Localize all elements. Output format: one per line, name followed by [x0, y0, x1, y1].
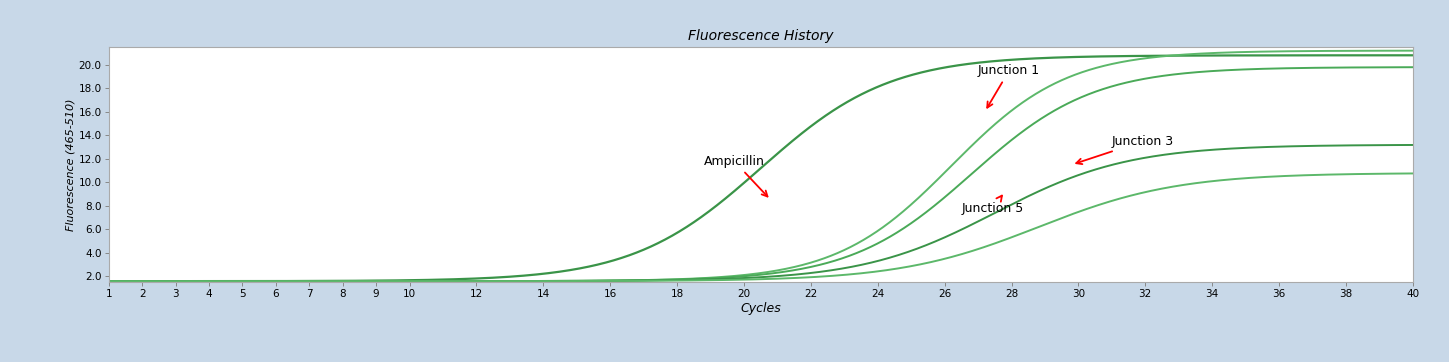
Text: Junction 1: Junction 1: [978, 64, 1040, 108]
Text: Junction 3: Junction 3: [1077, 135, 1174, 164]
X-axis label: Cycles: Cycles: [740, 302, 781, 315]
Y-axis label: Fluorescence (465-510): Fluorescence (465-510): [65, 98, 75, 231]
Text: Junction 5: Junction 5: [961, 195, 1023, 215]
Text: Ampicillin: Ampicillin: [704, 155, 768, 197]
Title: Fluorescence History: Fluorescence History: [688, 29, 833, 43]
